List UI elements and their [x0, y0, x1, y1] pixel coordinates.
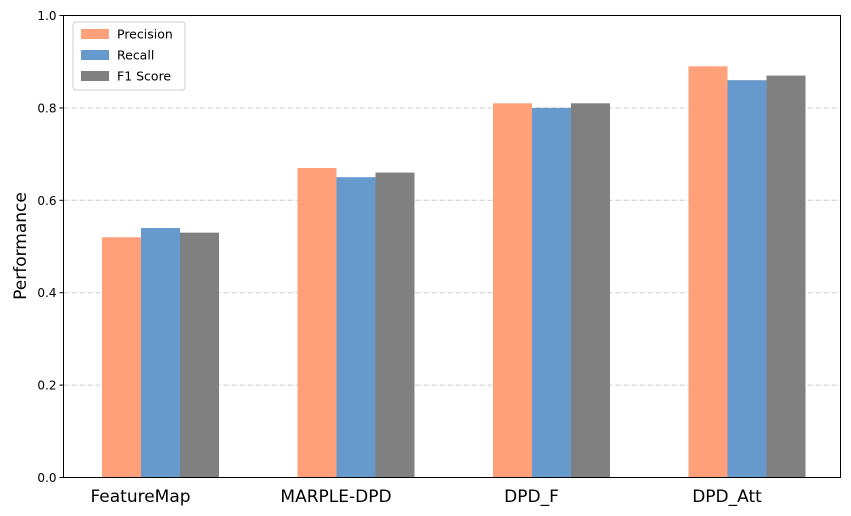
- x-tick-label-0: FeatureMap: [90, 487, 190, 507]
- x-tick-label-2: DPD_F: [504, 487, 559, 507]
- bar-precision-1: [297, 167, 337, 478]
- legend: Precision Recall F1 Score: [72, 21, 186, 91]
- bar-precision-2: [493, 103, 532, 478]
- x-axis: FeatureMap MARPLE-DPD DPD_F DPD_Att: [90, 487, 762, 507]
- y-axis-title: Performance: [11, 192, 31, 300]
- legend-label-1: Recall: [117, 48, 154, 63]
- legend-label-0: Precision: [117, 27, 173, 42]
- y-tick-label-5: 1.0: [37, 9, 56, 23]
- bar-f1-score-2: [571, 103, 610, 478]
- bar-recall-0: [141, 228, 180, 478]
- legend-swatch-0: [81, 29, 109, 39]
- y-tick-label-2: 0.4: [37, 286, 56, 300]
- bar-recall-3: [727, 80, 767, 478]
- legend-label-2: F1 Score: [117, 69, 171, 84]
- bar-precision-3: [688, 66, 728, 478]
- bar-f1-score-0: [180, 232, 219, 478]
- legend-swatch-1: [81, 50, 109, 60]
- y-tick-label-1: 0.2: [37, 379, 56, 393]
- bars-group: [102, 66, 806, 478]
- bar-f1-score-1: [375, 172, 415, 478]
- y-axis: 0.0 0.2 0.4 0.6 0.8 1.0: [37, 9, 64, 485]
- y-tick-label-0: 0.0: [37, 471, 56, 485]
- bar-f1-score-3: [766, 75, 806, 478]
- y-tick-label-4: 0.8: [37, 101, 56, 115]
- y-tick-label-3: 0.6: [37, 194, 56, 208]
- x-tick-label-1: MARPLE-DPD: [280, 487, 391, 507]
- legend-swatch-2: [81, 71, 109, 81]
- bar-recall-1: [336, 177, 376, 478]
- bar-precision-0: [102, 237, 141, 478]
- bar-recall-2: [532, 107, 571, 478]
- x-tick-label-3: DPD_Att: [692, 487, 762, 507]
- plot-frame: [63, 15, 841, 478]
